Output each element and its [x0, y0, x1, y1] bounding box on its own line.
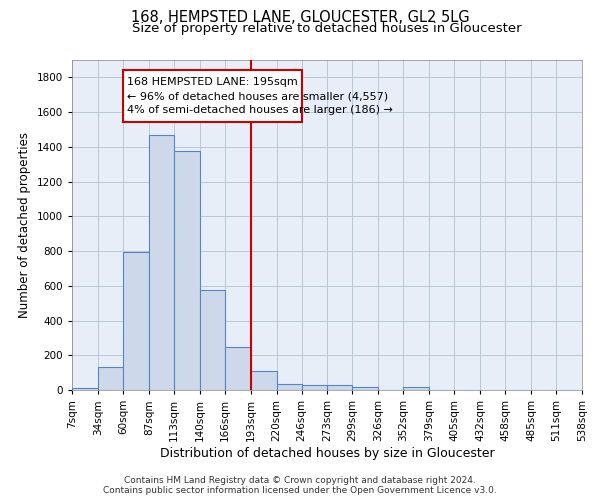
Y-axis label: Number of detached properties: Number of detached properties: [18, 132, 31, 318]
X-axis label: Distribution of detached houses by size in Gloucester: Distribution of detached houses by size …: [160, 446, 494, 460]
Title: Size of property relative to detached houses in Gloucester: Size of property relative to detached ho…: [132, 22, 522, 35]
Bar: [277, 384, 302, 390]
Bar: [403, 386, 429, 390]
Text: Contains HM Land Registry data © Crown copyright and database right 2024.
Contai: Contains HM Land Registry data © Crown c…: [103, 476, 497, 495]
Text: ← 96% of detached houses are smaller (4,557): ← 96% of detached houses are smaller (4,…: [127, 91, 388, 101]
Bar: [328, 386, 352, 390]
Bar: [123, 252, 149, 390]
Bar: [352, 387, 379, 390]
Text: 4% of semi-detached houses are larger (186) →: 4% of semi-detached houses are larger (1…: [127, 106, 392, 116]
Bar: [251, 371, 277, 390]
Text: 168, HEMPSTED LANE, GLOUCESTER, GL2 5LG: 168, HEMPSTED LANE, GLOUCESTER, GL2 5LG: [131, 10, 469, 25]
Bar: [200, 290, 225, 390]
Bar: [98, 368, 123, 390]
Bar: [302, 385, 328, 390]
Bar: [72, 388, 98, 390]
Bar: [123, 70, 302, 122]
Bar: [174, 151, 200, 390]
Bar: [149, 134, 174, 390]
Text: 168 HEMPSTED LANE: 195sqm: 168 HEMPSTED LANE: 195sqm: [127, 76, 298, 86]
Bar: [225, 346, 251, 390]
